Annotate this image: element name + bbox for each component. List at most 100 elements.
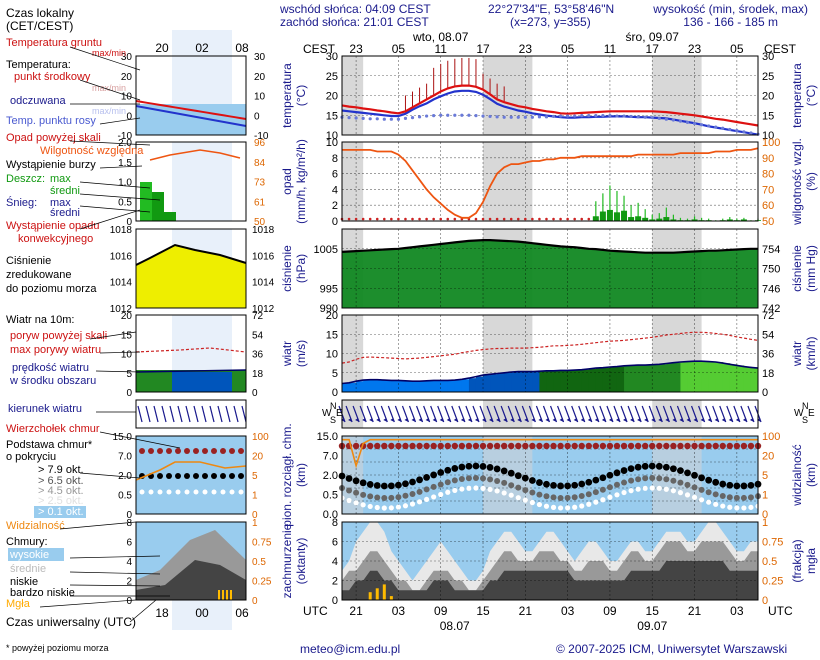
compass-n-right: N <box>802 401 809 411</box>
wind-speed-area <box>384 380 392 392</box>
cloud-base-dot-01 <box>543 503 550 509</box>
legend-wind-arrow <box>177 405 183 423</box>
wind-speed-area <box>532 371 540 392</box>
no-rain-marker <box>432 217 435 221</box>
wind-speed-area <box>624 365 632 392</box>
temp-tick-left: 20 <box>326 91 338 103</box>
cloud-base-dot-01 <box>684 492 691 498</box>
precip-tick-left: 6 <box>332 169 338 181</box>
cover-tick-left: 4 <box>332 556 338 568</box>
dewpoint-point <box>629 114 633 119</box>
grid-point: (x=273, y=355) <box>510 15 591 29</box>
no-rain-marker <box>411 217 414 221</box>
legend-label: konwekcyjnego <box>18 233 93 245</box>
axis-unit-right: (°C) <box>804 85 818 106</box>
panel-temperature <box>341 55 759 136</box>
temp-tick-right: 20 <box>762 91 774 103</box>
fog-tick-right: 0 <box>762 595 768 607</box>
cloud-base-dot-01 <box>452 487 458 494</box>
legend-wind-arrow <box>241 405 247 423</box>
cloud-top-dot <box>486 442 494 450</box>
wind-speed-area <box>518 371 526 392</box>
wind-speed-area <box>461 379 470 392</box>
axis-unit-right: (km/h) <box>804 337 818 371</box>
axis-label-right: temperatura <box>790 63 804 128</box>
series-wind-speed-line <box>341 360 759 385</box>
cloud-base-dot-01 <box>367 503 373 510</box>
dewpoint-point <box>707 124 711 128</box>
cest-label-right: CEST <box>764 42 797 56</box>
legend-label: bardzo niskie <box>10 587 75 599</box>
cloud-base-dot-79 <box>564 482 572 490</box>
precip-tick-left: 10 <box>326 137 338 149</box>
temp-tick-right: 25 <box>762 71 774 83</box>
cloud-base-dot-65 <box>529 489 536 496</box>
hour-utc: 21 <box>349 604 363 618</box>
humidity-tick-right: 90 <box>762 153 774 165</box>
contact-email[interactable]: meteo@icm.edu.pl <box>300 642 401 656</box>
legend-cloud-base-light <box>211 489 217 495</box>
cloud-base-dot-65 <box>395 494 402 501</box>
cloud-top-dot <box>409 442 416 450</box>
wind-tick-right: 0 <box>762 387 768 399</box>
wind-speed-area <box>694 361 703 392</box>
wind-direction-arrowhead <box>390 418 395 422</box>
wind-tick-right: 36 <box>762 349 774 361</box>
rain-mean-bar <box>656 218 663 221</box>
dewpoint-point <box>622 114 626 118</box>
dewpoint-point <box>735 129 739 133</box>
cloud-base-dot-65 <box>635 476 642 483</box>
legend-pressure-line <box>135 243 247 266</box>
legend-panel-cloud-cover <box>135 521 247 601</box>
wind-speed-area <box>708 361 717 392</box>
cloud-base-dot-79 <box>641 462 649 470</box>
no-rain-marker <box>587 217 591 221</box>
cloud-base-dot-79 <box>740 482 748 490</box>
wind-speed-area <box>412 381 421 392</box>
series-temperature-line <box>341 84 759 127</box>
legend-pressure-tick-right: 1018 <box>252 225 275 236</box>
legend-wind-arrow <box>193 405 199 423</box>
legend-cloud-top-dot <box>202 448 208 454</box>
cloud-base-dot-79 <box>451 465 459 472</box>
wind-direction-arrowhead <box>439 418 444 422</box>
coordinates: 22°27'34"E, 53°58'46"N <box>488 2 615 16</box>
hour-cest: 23 <box>349 42 363 56</box>
legend-fog-tick-right: 0.25 <box>252 577 272 588</box>
wind-direction-arrowhead <box>714 418 719 422</box>
cover-tick-left: 0 <box>332 595 338 607</box>
wind-direction-arrowhead <box>580 418 585 422</box>
cloud-top-dot <box>508 442 515 450</box>
legend-precip-tick: 0 <box>126 217 132 228</box>
legend-cloud-sky <box>136 436 246 514</box>
wind-tick-right: 18 <box>762 368 774 380</box>
wind-direction-arrowhead <box>397 418 402 422</box>
hour-utc: 21 <box>688 604 702 618</box>
no-rain-marker <box>439 217 443 221</box>
wind-direction-arrowhead <box>757 418 761 422</box>
dewpoint-point <box>721 126 725 130</box>
wind-speed-area <box>666 363 674 392</box>
cloud-base-dot-79 <box>500 467 508 475</box>
hour-utc: 15 <box>646 604 660 618</box>
temp-tick-left: 10 <box>326 130 338 142</box>
cloud-tick-left: 15.0 <box>317 431 338 443</box>
hour-cest: 05 <box>730 42 744 56</box>
cloud-top-dot <box>585 442 592 450</box>
legend-cloud-tick-left: 15.0 <box>113 432 133 443</box>
cloud-top-dot <box>423 442 430 450</box>
legend-label: Wierzchołek chmur <box>6 423 100 435</box>
legend-label: Temperatura: <box>6 59 71 71</box>
cloud-base-dot-01 <box>529 499 535 506</box>
cloud-base-dot-79 <box>634 463 642 471</box>
cloud-base-dot-79 <box>409 478 416 486</box>
wind-speed-area <box>419 381 428 392</box>
dewpoint-point <box>594 114 598 118</box>
cloud-base-dot-65 <box>733 494 740 501</box>
wind-direction-arrowhead <box>517 418 522 422</box>
rain-mean-bar <box>621 210 628 221</box>
precip-tick-left: 4 <box>332 184 338 196</box>
cloud-top-dot <box>374 442 381 450</box>
no-rain-marker <box>502 217 506 221</box>
pressure-tick-left: 995 <box>320 283 338 295</box>
